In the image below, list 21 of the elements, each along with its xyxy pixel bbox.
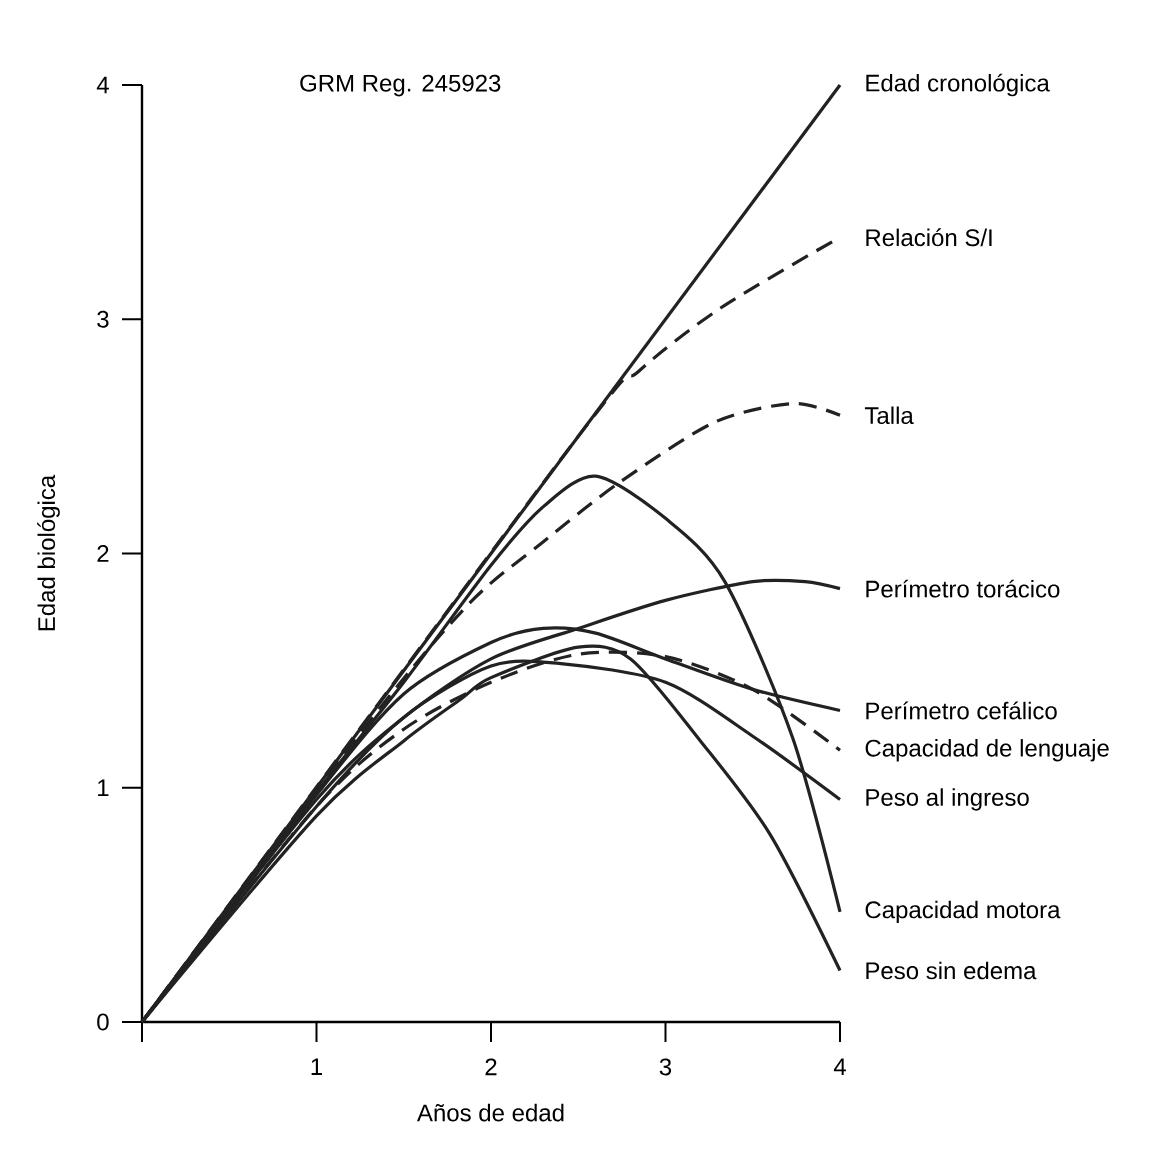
series-label: Capacidad motora xyxy=(865,900,1061,924)
x-tick-label: 1 xyxy=(311,1058,322,1075)
series-label: Peso al ingreso xyxy=(866,788,1029,811)
series-label: Talla xyxy=(864,406,914,425)
y-tick-label: 2 xyxy=(97,545,109,562)
x-tick-label: 3 xyxy=(659,1058,672,1076)
series-label: Perímetro torácico xyxy=(866,579,1060,598)
series-label: Relación S/I xyxy=(866,228,992,247)
series-label: Perímetro cefálico xyxy=(866,701,1057,720)
y-tick-label: 3 xyxy=(97,310,109,328)
series-label: Peso sin edema xyxy=(866,961,1037,980)
x-axis-title: Años de edad xyxy=(416,1103,564,1122)
x-tick-label: 2 xyxy=(485,1058,497,1076)
y-tick-label: 1 xyxy=(98,779,109,796)
y-tick-label: 4 xyxy=(96,76,109,94)
y-axis-title: Edad biológica xyxy=(37,474,60,631)
series-label: Edad cronológica xyxy=(866,73,1050,97)
x-tick-label: 4 xyxy=(833,1058,846,1075)
y-tick-label: 0 xyxy=(97,1013,109,1031)
series-label: Capacidad de lenguaje xyxy=(865,739,1109,762)
annotation: GRM Reg. 245923 xyxy=(300,74,501,97)
